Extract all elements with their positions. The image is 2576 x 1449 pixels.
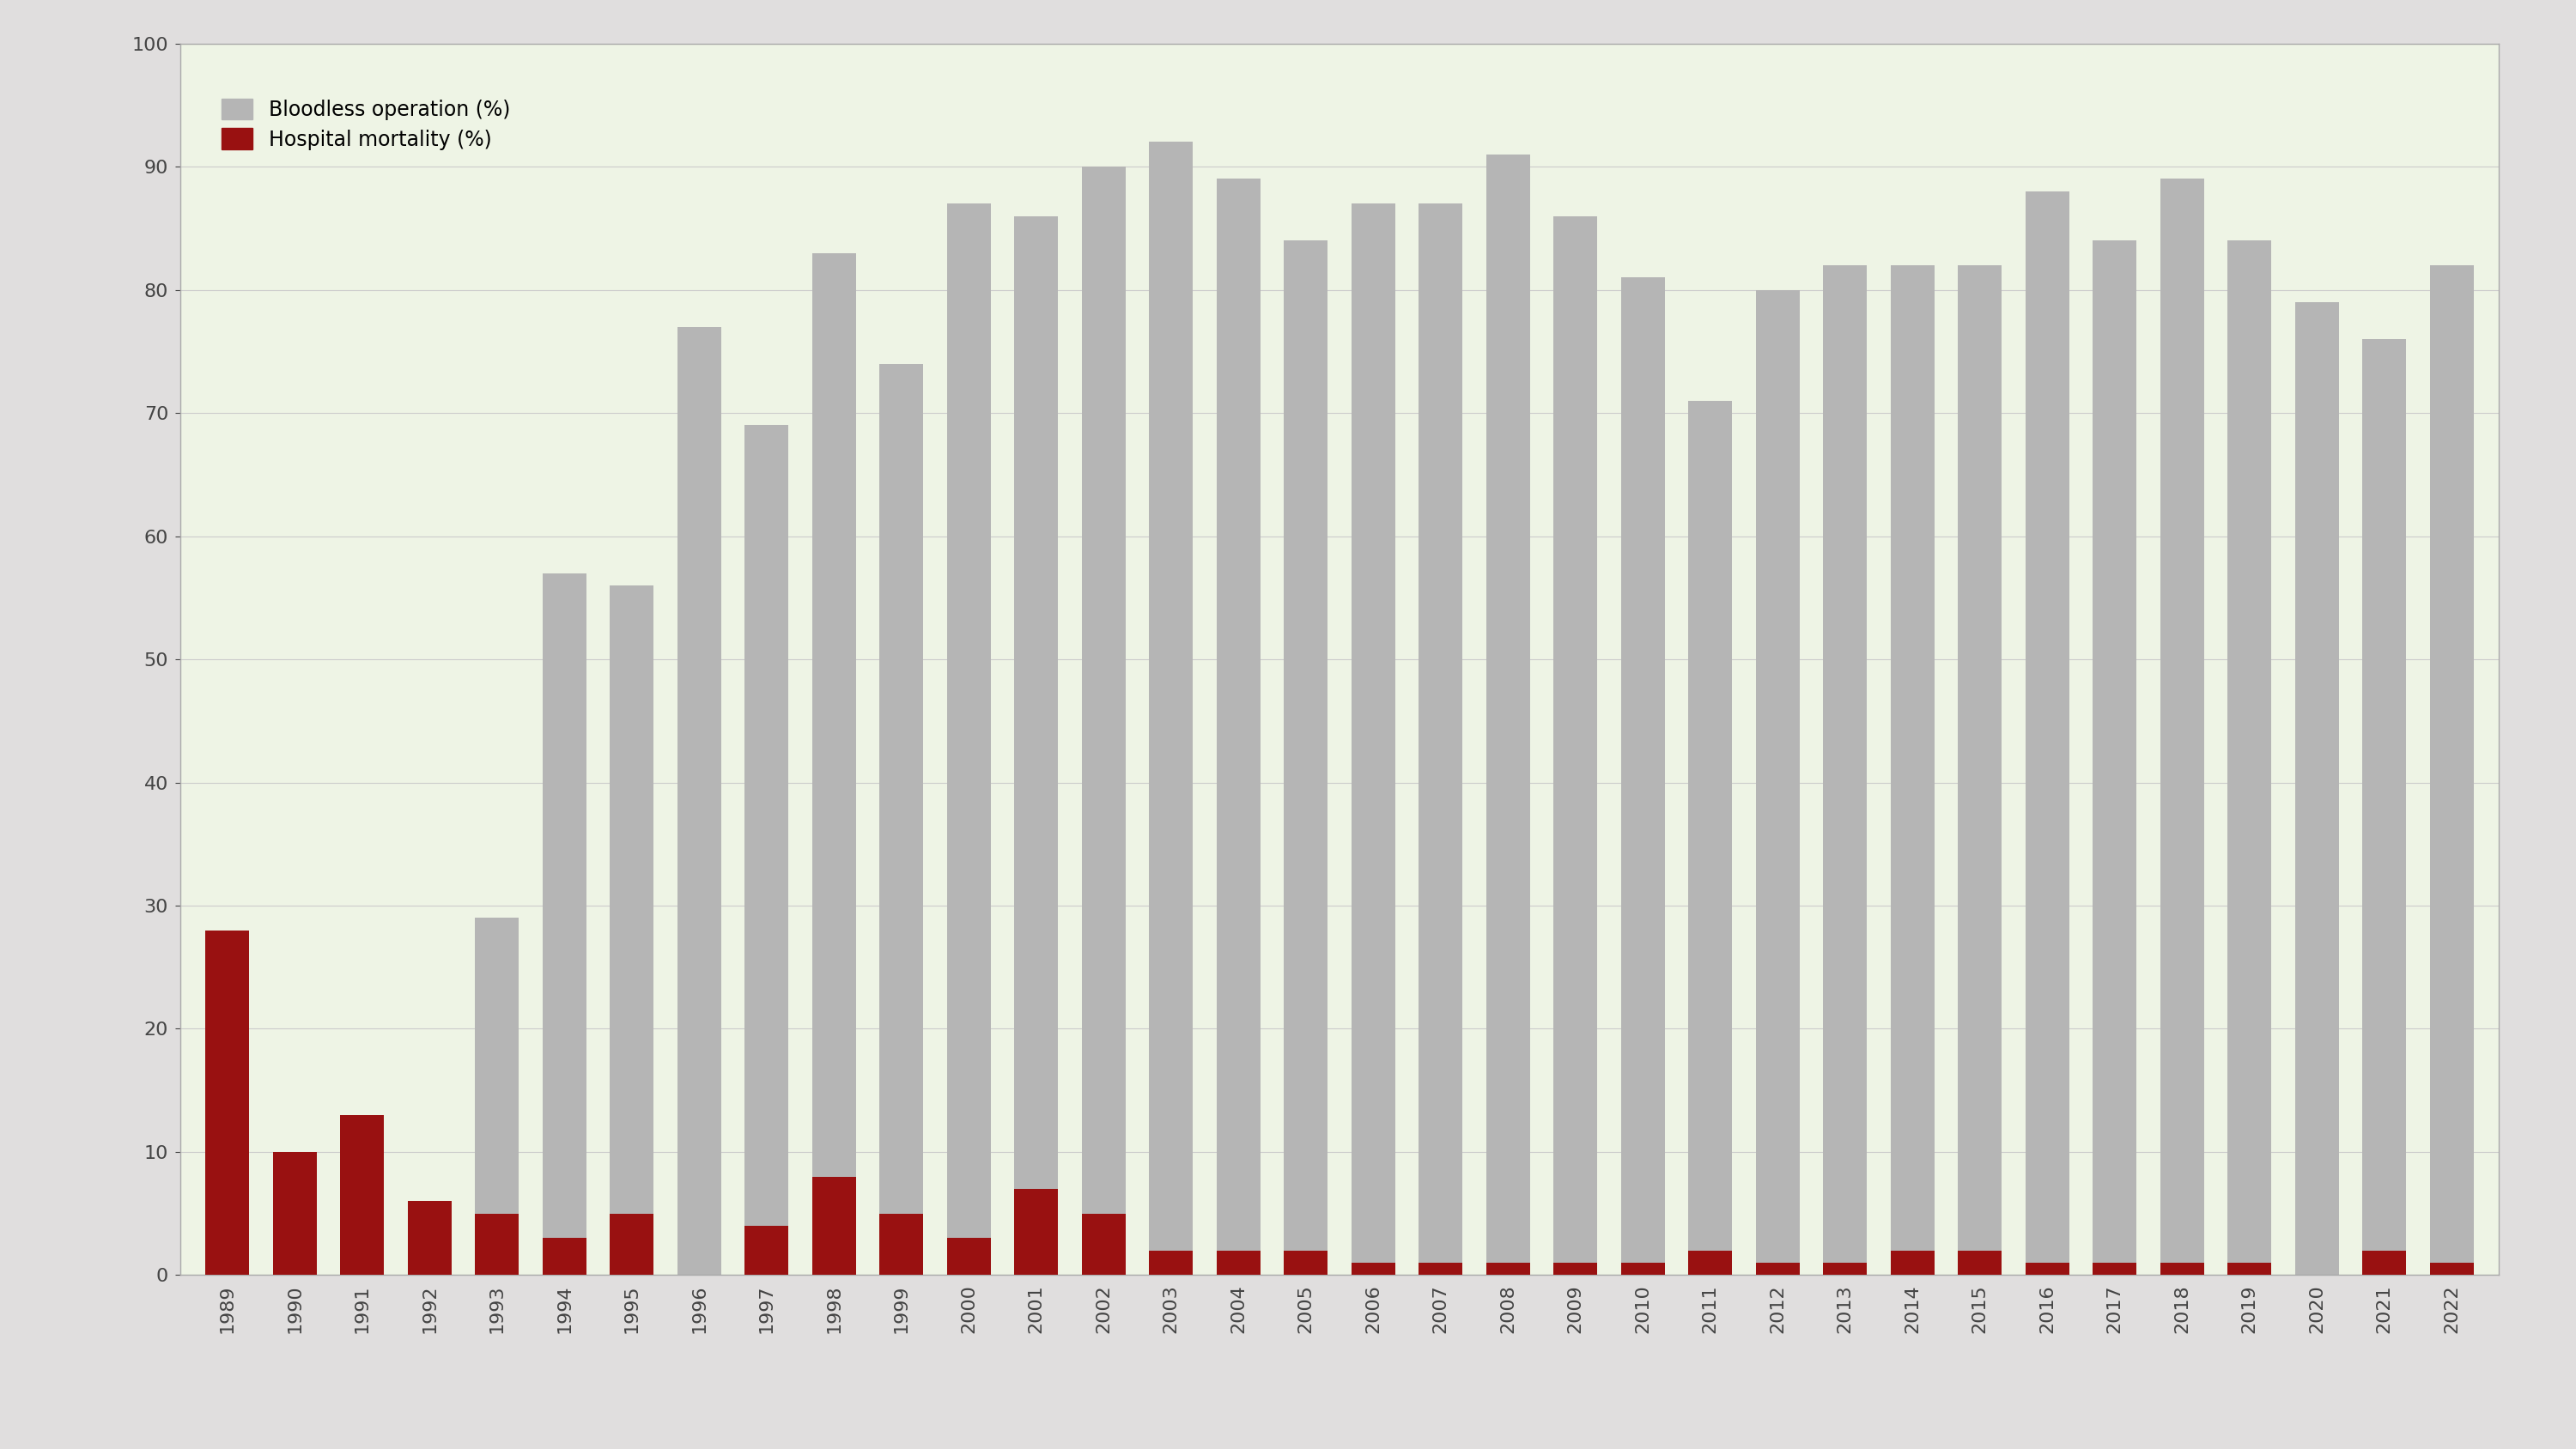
Bar [1824, 265, 1868, 1275]
Bar [1082, 167, 1126, 1275]
Bar [206, 930, 250, 1275]
Bar [1149, 1250, 1193, 1275]
Bar [2092, 1262, 2136, 1275]
Bar [2429, 1262, 2473, 1275]
Bar [1553, 216, 1597, 1275]
Bar [2429, 265, 2473, 1275]
Bar [474, 919, 518, 1275]
Bar [1283, 241, 1327, 1275]
Bar [811, 1177, 855, 1275]
Bar [474, 1214, 518, 1275]
Bar [1352, 204, 1396, 1275]
Bar [2228, 1262, 2272, 1275]
Bar [407, 1201, 451, 1275]
Bar [1687, 400, 1731, 1275]
Bar [544, 572, 587, 1275]
Legend: Bloodless operation (%), Hospital mortality (%): Bloodless operation (%), Hospital mortal… [214, 90, 518, 158]
Bar [2092, 241, 2136, 1275]
Bar [2362, 339, 2406, 1275]
Bar [273, 1201, 317, 1275]
Bar [811, 252, 855, 1275]
Bar [744, 426, 788, 1275]
Bar [1352, 1262, 1396, 1275]
Bar [340, 1116, 384, 1275]
Bar [407, 1201, 451, 1275]
Bar [948, 204, 992, 1275]
Bar [948, 1237, 992, 1275]
Bar [1283, 1250, 1327, 1275]
Bar [878, 364, 922, 1275]
Bar [1620, 1262, 1664, 1275]
Bar [1216, 178, 1260, 1275]
Bar [1082, 1214, 1126, 1275]
Bar [1216, 1250, 1260, 1275]
Bar [1015, 1188, 1059, 1275]
Bar [2295, 303, 2339, 1275]
Bar [1958, 265, 2002, 1275]
Bar [611, 585, 654, 1275]
Bar [1486, 1262, 1530, 1275]
Bar [2025, 191, 2069, 1275]
Bar [677, 327, 721, 1275]
Bar [1757, 1262, 1801, 1275]
Bar [1687, 1250, 1731, 1275]
Bar [744, 1226, 788, 1275]
Bar [2228, 241, 2272, 1275]
Bar [2025, 1262, 2069, 1275]
Bar [340, 1237, 384, 1275]
Bar [206, 1226, 250, 1275]
Bar [1149, 142, 1193, 1275]
Bar [1891, 265, 1935, 1275]
Bar [878, 1214, 922, 1275]
Bar [273, 1152, 317, 1275]
Bar [1958, 1250, 2002, 1275]
Bar [1620, 278, 1664, 1275]
Bar [1419, 204, 1463, 1275]
Bar [2362, 1250, 2406, 1275]
Bar [1015, 216, 1059, 1275]
Bar [2161, 178, 2205, 1275]
Bar [544, 1237, 587, 1275]
Bar [611, 1214, 654, 1275]
Bar [1419, 1262, 1463, 1275]
Bar [1824, 1262, 1868, 1275]
Bar [2161, 1262, 2205, 1275]
Bar [1553, 1262, 1597, 1275]
Bar [1757, 290, 1801, 1275]
Bar [1891, 1250, 1935, 1275]
Bar [1486, 155, 1530, 1275]
